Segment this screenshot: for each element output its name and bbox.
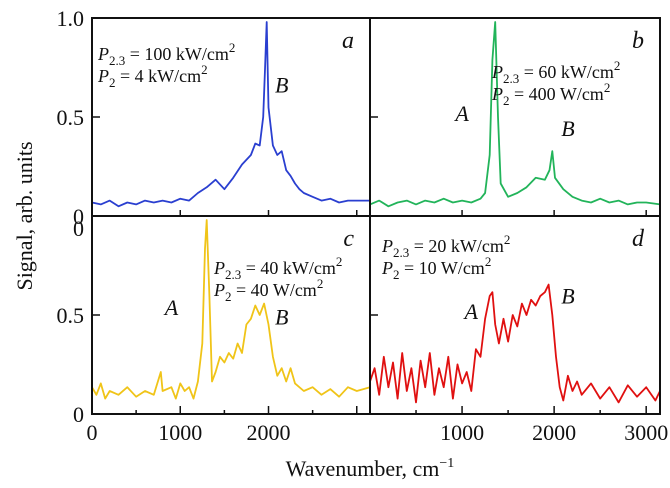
param-line-d-0: P2.3 = 20 kW/cm2 <box>381 232 510 260</box>
panel-letter-b: b <box>632 28 644 54</box>
peak-label-a-B: B <box>275 72 288 97</box>
series-line-c <box>91 219 371 400</box>
y-tick-label: 0 <box>73 204 84 229</box>
x-tick-label: 3000 <box>624 420 668 445</box>
param-line-d-1: P2 = 10 W/cm2 <box>381 254 491 282</box>
param-line-b-0: P2.3 = 60 kW/cm2 <box>491 58 620 86</box>
peak-label-d-A: A <box>463 299 479 324</box>
x-tick-label: 1000 <box>440 420 484 445</box>
param-line-a-0: P2.3 = 100 kW/cm2 <box>97 40 235 68</box>
series-line-b <box>369 21 661 208</box>
panel-letter-c: c <box>343 226 354 252</box>
param-line-b-1: P2 = 400 W/cm2 <box>491 80 610 108</box>
param-line-c-0: P2.3 = 40 kW/cm2 <box>213 254 342 282</box>
x-tick-label: 0 <box>87 420 98 445</box>
y-tick-label: 0 <box>73 216 84 241</box>
series-line-a <box>91 21 370 208</box>
x-tick-label: 1000 <box>158 420 202 445</box>
y-tick-label: 0.5 <box>57 105 85 130</box>
peak-label-d-B: B <box>561 284 574 309</box>
peak-label-c-B: B <box>275 305 288 330</box>
y-axis-title: Signal, arb. units <box>12 141 37 290</box>
y-tick-label: 1.0 <box>57 6 85 31</box>
x-axis-title: Wavenumber, cm−1 <box>286 456 455 481</box>
panel-letter-a: a <box>342 28 354 54</box>
x-tick-label: 2000 <box>247 420 291 445</box>
param-line-a-1: P2 = 4 kW/cm2 <box>97 62 208 90</box>
series-line-d <box>369 283 661 404</box>
peak-label-b-A: A <box>453 101 469 126</box>
x-tick-label: 2000 <box>532 420 576 445</box>
y-tick-label: 0 <box>73 402 84 427</box>
panel-letter-d: d <box>632 226 645 252</box>
param-line-c-1: P2 = 40 W/cm2 <box>213 276 323 304</box>
peak-label-c-A: A <box>163 295 179 320</box>
peak-label-b-B: B <box>561 116 574 141</box>
y-tick-label: 0.5 <box>57 303 85 328</box>
